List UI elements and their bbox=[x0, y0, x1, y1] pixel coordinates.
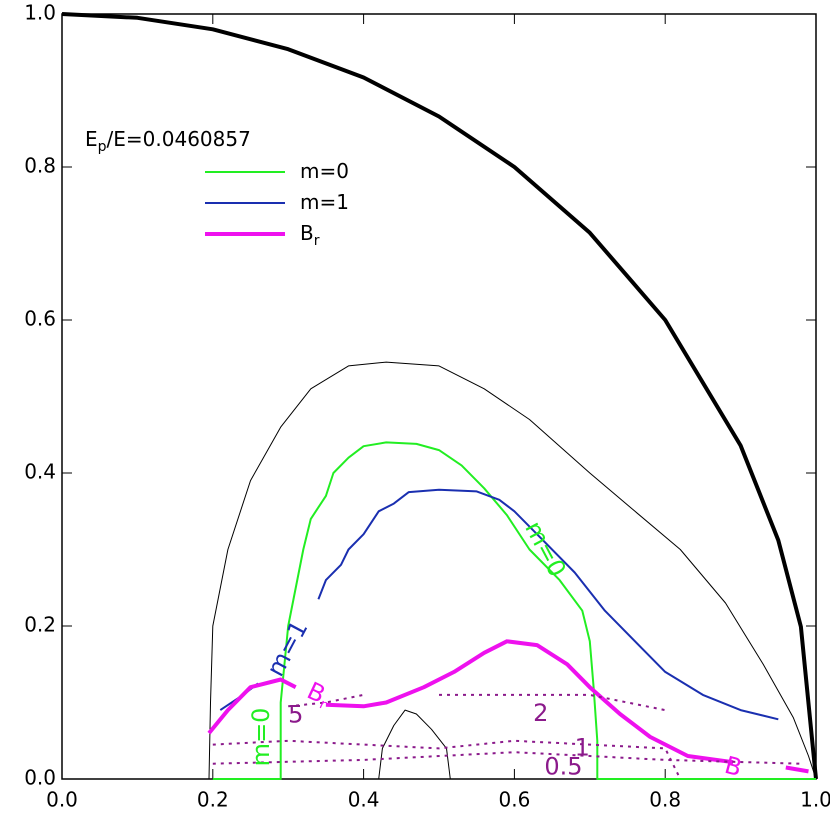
contour-label: 2 bbox=[533, 699, 548, 727]
legend-title: Ep/E=0.0460857 bbox=[85, 127, 251, 156]
contour-line bbox=[212, 739, 682, 780]
legend-label: m=1 bbox=[300, 190, 349, 214]
x-tick-label: 0.4 bbox=[348, 788, 380, 812]
contour-label: m=0 bbox=[247, 708, 275, 767]
contour-label-text: 1 bbox=[575, 733, 590, 761]
x-tick-label: 0.8 bbox=[649, 788, 681, 812]
contour-label-text: 0.5 bbox=[544, 753, 582, 781]
contour-label-text: m=0 bbox=[519, 517, 571, 582]
contour-label: 1 bbox=[575, 733, 590, 761]
legend-title-rest: /E=0.0460857 bbox=[107, 127, 251, 151]
x-tick-label: 1.0 bbox=[800, 788, 830, 812]
legend-label: m=0 bbox=[300, 159, 349, 183]
contour-label-text: 5 bbox=[288, 701, 303, 729]
y-tick-label: 0.2 bbox=[24, 613, 56, 637]
contour-label: 5 bbox=[288, 701, 303, 729]
legend-title-sub: p bbox=[98, 139, 107, 155]
contour-label-text: m=1 bbox=[261, 616, 313, 681]
contour-label-text: m=0 bbox=[247, 708, 275, 767]
contour-label-text: 2 bbox=[533, 699, 548, 727]
contour-label: m=0 bbox=[519, 517, 571, 582]
contour-label: Br bbox=[302, 677, 335, 714]
x-tick-label: 0.0 bbox=[46, 788, 78, 812]
contour-line bbox=[219, 488, 779, 721]
legend-label: Br bbox=[300, 221, 320, 250]
y-tick-label: 0.4 bbox=[24, 460, 56, 484]
contour-line bbox=[378, 709, 451, 780]
legend-label-sub: r bbox=[314, 233, 320, 249]
contour-label-text: B bbox=[722, 751, 745, 782]
legend-label-text: m=0 bbox=[300, 159, 349, 183]
legend-label-text: B bbox=[300, 221, 314, 245]
contour-line bbox=[61, 12, 818, 780]
contour-label: B bbox=[722, 751, 745, 782]
y-tick-label: 1.0 bbox=[24, 1, 56, 25]
legend-title-text: E bbox=[85, 127, 98, 151]
legend-label-text: m=1 bbox=[300, 190, 349, 214]
plot-frame bbox=[61, 13, 817, 780]
y-tick-label: 0.6 bbox=[24, 307, 56, 331]
contour-line bbox=[288, 693, 666, 712]
contour-label: m=1 bbox=[261, 616, 313, 681]
y-tick-label: 0.8 bbox=[24, 154, 56, 178]
y-tick-label: 0.0 bbox=[24, 766, 56, 790]
contour-line bbox=[208, 361, 817, 780]
x-tick-label: 0.2 bbox=[197, 788, 229, 812]
contour-label: 0.5 bbox=[544, 753, 582, 781]
contour-line bbox=[207, 639, 809, 774]
x-tick-label: 0.6 bbox=[498, 788, 530, 812]
contour-line bbox=[212, 441, 816, 780]
